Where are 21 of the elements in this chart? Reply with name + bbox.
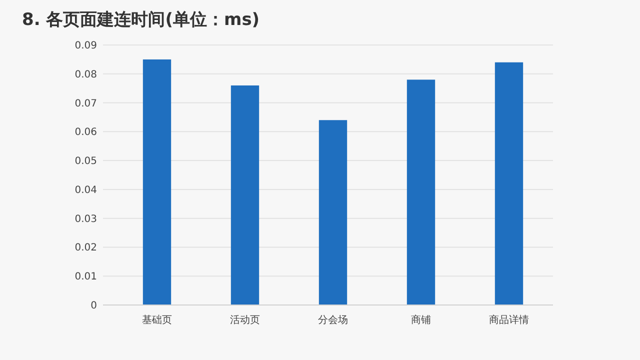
x-tick-label: 基础页 [142,314,172,326]
chart-title: 8. 各页面建连时间(单位：ms) [22,10,260,30]
bar [142,59,172,305]
y-tick-label: 0.03 [74,214,97,225]
bar [406,80,436,305]
bar [230,85,260,305]
y-tick-label: 0 [90,300,97,312]
y-tick-label: 0.07 [74,98,97,110]
x-tick-label: 活动页 [230,314,260,326]
y-tick-label: 0.08 [74,69,97,80]
y-tick-label: 0.04 [74,184,97,196]
bar [494,62,524,305]
y-tick-label: 0.06 [74,127,97,138]
y-tick-label: 0.05 [74,156,97,168]
x-tick-label: 分会场 [318,314,348,326]
y-tick-label: 0.02 [74,242,97,254]
x-tick-label: 商铺 [411,314,431,326]
y-tick-label: 0.09 [74,40,97,52]
y-tick-label: 0.01 [74,272,97,283]
bar [318,120,348,305]
x-tick-label: 商品详情 [489,314,529,326]
